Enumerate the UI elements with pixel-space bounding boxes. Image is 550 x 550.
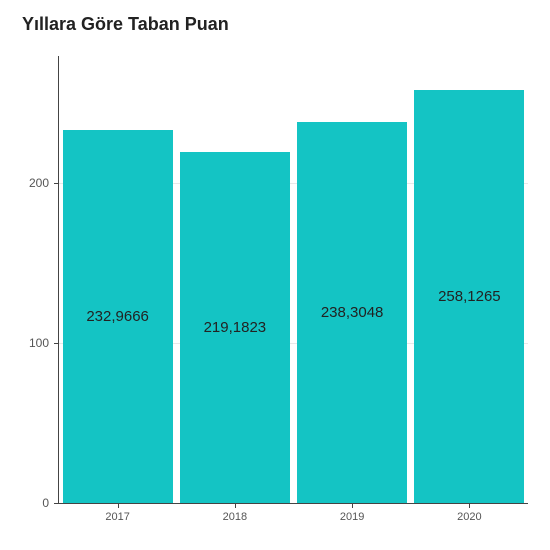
bar-value-label: 258,1265 — [438, 288, 501, 305]
y-tick-label: 200 — [29, 176, 59, 190]
y-tick-label: 0 — [42, 496, 59, 510]
bar-value-label: 238,3048 — [321, 304, 384, 321]
chart-title: Yıllara Göre Taban Puan — [22, 14, 229, 35]
x-tick-label: 2019 — [340, 503, 364, 523]
x-tick-label: 2017 — [105, 503, 129, 523]
bar: 238,3048 — [297, 122, 407, 503]
bar-slot: 232,96662017 — [59, 56, 176, 503]
chart-container: Yıllara Göre Taban Puan 0 100 200 232,9666… — [0, 0, 550, 550]
x-tick-label: 2018 — [223, 503, 247, 523]
x-tick-label: 2020 — [457, 503, 481, 523]
bar: 258,1265 — [414, 90, 524, 503]
bar-slot: 219,18232018 — [176, 56, 293, 503]
bar: 219,1823 — [180, 152, 290, 503]
y-tick-label: 100 — [29, 336, 59, 350]
bar: 232,9666 — [63, 130, 173, 503]
bar-slot: 258,12652020 — [411, 56, 528, 503]
bar-value-label: 232,9666 — [86, 308, 149, 325]
plot-area: 0100200 232,96662017219,18232018238,3048… — [58, 56, 528, 504]
bar-slot: 238,30482019 — [294, 56, 411, 503]
bars-group: 232,96662017219,18232018238,30482019258,… — [59, 56, 528, 503]
bar-value-label: 219,1823 — [204, 319, 267, 336]
